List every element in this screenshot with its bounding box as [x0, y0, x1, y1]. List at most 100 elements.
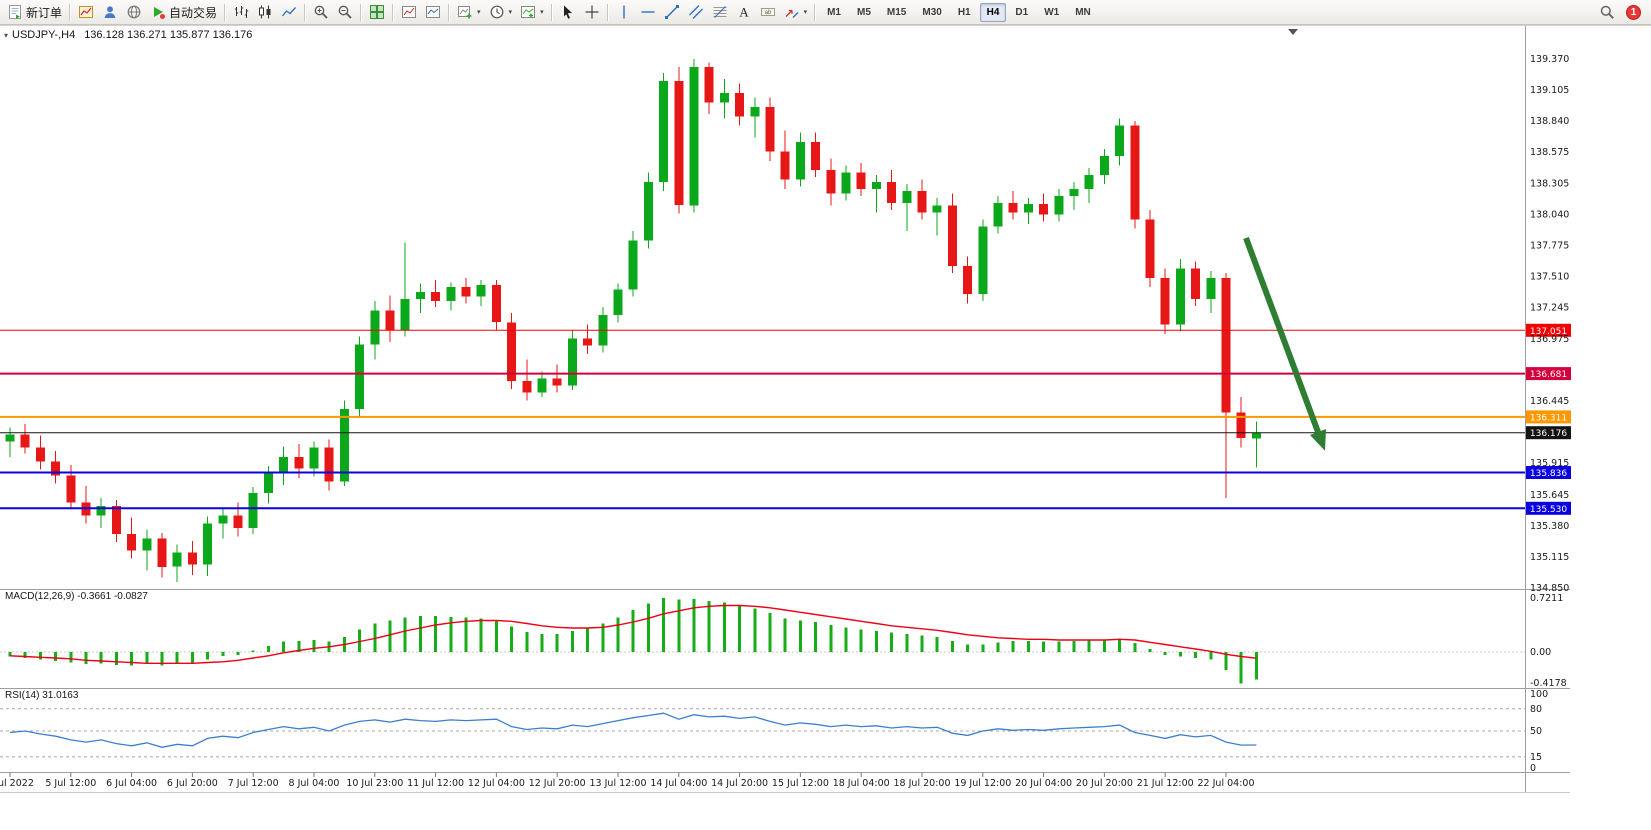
svg-text:138.840: 138.840 [1530, 116, 1569, 127]
toolbar-separator [606, 3, 609, 21]
chart-header: ▾ USDJPY-,H4 136.128 136.271 135.877 136… [4, 29, 252, 41]
trend-arrow-annotation[interactable] [1243, 236, 1326, 451]
svg-text:137.510: 137.510 [1530, 272, 1569, 283]
price-tag [1526, 410, 1571, 424]
trendline-icon [664, 4, 680, 20]
svg-text:136.975: 136.975 [1530, 334, 1569, 345]
timeframe-h4-button[interactable]: H4 [979, 2, 1007, 22]
crosshair-button[interactable] [580, 1, 604, 24]
horizontal-line-136.681[interactable]: 136.681 [0, 367, 1571, 381]
channel-button[interactable] [684, 1, 708, 24]
cursor-button[interactable] [556, 1, 580, 24]
timeframe-m15-button[interactable]: M15 [886, 6, 907, 18]
svg-text:135.915: 135.915 [1530, 458, 1569, 469]
toolbar-separator [814, 3, 817, 21]
timeframe-m30-button[interactable]: M30 [922, 6, 942, 18]
cursor-icon [560, 4, 576, 20]
terminal-button[interactable] [122, 1, 146, 24]
svg-text:80: 80 [1530, 704, 1542, 715]
text-button[interactable]: A [732, 1, 756, 24]
rsi-label: RSI(14) 31.0163 [5, 690, 79, 701]
chart-shift-marker[interactable] [1288, 29, 1298, 35]
timeframe-m5-button[interactable]: M5 [857, 6, 871, 18]
channel-icon [688, 4, 704, 20]
toolbar-separator [448, 3, 451, 21]
dropdown-caret-icon: ▾ [803, 9, 808, 16]
toolbar-separator [69, 3, 72, 21]
svg-text:18 Jul 04:00: 18 Jul 04:00 [833, 778, 890, 789]
toolbar-separator [304, 3, 307, 21]
timeframe-d1-button[interactable]: D1 [1015, 6, 1029, 18]
new-order-button[interactable]: 新订单 [3, 1, 66, 24]
new-chart-dropdown[interactable]: ▾ [453, 1, 485, 24]
label-button[interactable]: ab [756, 1, 780, 24]
trendline-button[interactable] [660, 1, 684, 24]
shapes-icon [784, 4, 800, 20]
candlesticks [5, 59, 1261, 582]
price-axis[interactable]: 139.370 139.105 138.840 138.575 138.305 138.0… [1530, 54, 1569, 594]
fibo-icon [712, 4, 728, 20]
horizontal-line-135.530[interactable]: 135.530 [0, 501, 1571, 515]
market-watch-button[interactable] [74, 1, 98, 24]
notifications-badge[interactable]: 1 [1626, 4, 1641, 20]
navigator-button[interactable] [98, 1, 122, 24]
svg-text:0.00: 0.00 [1530, 647, 1551, 658]
period-dropdown[interactable]: ▾ [485, 1, 517, 24]
chart-shift-button[interactable] [397, 1, 421, 24]
toolbar-right: 1 [1595, 1, 1648, 24]
svg-text:138.305: 138.305 [1530, 179, 1569, 190]
fibonacci-button[interactable] [708, 1, 732, 24]
svg-text:4 Jul 2022: 4 Jul 2022 [0, 778, 34, 789]
autotrading-button[interactable]: 自动交易 [146, 1, 221, 24]
svg-text:135.530: 135.530 [1530, 505, 1567, 515]
svg-text:100: 100 [1530, 689, 1548, 700]
search-button[interactable] [1595, 1, 1619, 24]
svg-text:5 Jul 12:00: 5 Jul 12:00 [45, 778, 96, 789]
rsi-axis[interactable]: 100 80 50 150 [1530, 689, 1548, 774]
indicators-dropdown[interactable]: ▾ [516, 1, 548, 24]
clock-icon [489, 4, 505, 20]
horizontal-line-button[interactable] [636, 1, 660, 24]
time-axis[interactable]: 4 Jul 2022 5 Jul 12:00 6 Jul 04:00 6 Jul 20… [0, 773, 1254, 789]
autotrading-button-label: 自动交易 [169, 5, 218, 20]
svg-text:10 Jul 23:00: 10 Jul 23:00 [346, 778, 403, 789]
chevron-down-icon: ▾ [4, 30, 9, 40]
macd-axis[interactable]: 0.7211 0.00 -0.4178 [1530, 593, 1567, 689]
timeframe-h1-button[interactable]: H1 [957, 6, 971, 18]
price-tag [1526, 501, 1571, 515]
horizontal-line-136.176[interactable]: 136.176 [0, 426, 1571, 440]
timeframe-w1-button[interactable]: W1 [1044, 6, 1060, 18]
chart-window-icon [78, 4, 94, 20]
toolbar-separator [392, 3, 395, 21]
line-chart-button[interactable] [277, 1, 301, 24]
toolbar-separator [360, 3, 363, 21]
toolbar-separator [550, 3, 553, 21]
horizontal-line-136.311[interactable]: 136.311 [0, 410, 1571, 424]
svg-text:136.176: 136.176 [1530, 429, 1567, 439]
timeframe-m1-button[interactable]: M1 [827, 6, 841, 18]
svg-text:137.051: 137.051 [1530, 327, 1567, 337]
bar-chart-button[interactable] [229, 1, 253, 24]
label-icon: ab [760, 4, 776, 20]
candlestick-chart-button[interactable] [253, 1, 277, 24]
arrows-dropdown[interactable]: ▾ [780, 1, 812, 24]
svg-text:7 Jul 12:00: 7 Jul 12:00 [228, 778, 279, 789]
toolbar-separator [224, 3, 227, 21]
vertical-line-button[interactable] [612, 1, 636, 24]
price-tag [1526, 426, 1571, 440]
textA-icon: A [736, 4, 752, 20]
horizontal-line-137.051[interactable]: 137.051 [0, 323, 1571, 337]
horizontal-line-135.836[interactable]: 135.836 [0, 466, 1571, 479]
svg-text:137.245: 137.245 [1530, 303, 1569, 314]
tile-windows-button[interactable] [365, 1, 389, 24]
timeframe-mn-button[interactable]: MN [1075, 6, 1091, 18]
auto-scroll-button[interactable] [421, 1, 445, 24]
zoom-in-button[interactable] [309, 1, 333, 24]
dropdown-caret-icon: ▾ [508, 9, 513, 16]
zoom-out-button[interactable] [333, 1, 357, 24]
svg-text:138.040: 138.040 [1530, 210, 1569, 221]
hline-icon [640, 4, 656, 20]
svg-text:6 Jul 20:00: 6 Jul 20:00 [167, 778, 218, 789]
